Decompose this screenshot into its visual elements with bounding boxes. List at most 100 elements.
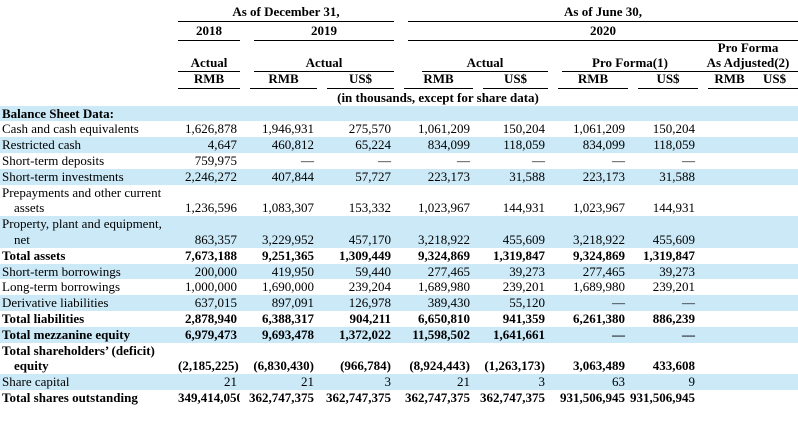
cell-value — [751, 311, 798, 327]
table-row: Total mezzanine equity 6,979,473 9,693,478… — [0, 326, 798, 343]
cell-value: 6,261,380 — [573, 311, 625, 326]
cell-value — [240, 106, 317, 122]
row-label: Cash and cash equivalents — [2, 121, 139, 137]
table-row: Short-term deposits 759,975 — — — — — — — [0, 153, 798, 169]
col-2019-rmb: RMB — [240, 72, 317, 89]
cell-value — [698, 121, 751, 137]
cell-value: 1,689,980 — [418, 279, 470, 295]
table-row: Total shares outstanding 349,414,050 362,7… — [0, 390, 798, 406]
cell-value: 1,946,931 — [262, 121, 314, 137]
header-row-scenario: Actual Actual Actual Pro Forma(1) As Adj… — [0, 56, 798, 73]
cell-value: 55,120 — [509, 295, 545, 311]
header-row-proforma-adj-line1: Pro Forma — [0, 41, 798, 56]
cell-value: — — [612, 153, 625, 169]
col-2018-rmb: RMB — [178, 72, 240, 89]
table-row: Long-term borrowings 1,000,000 1,690,000 23… — [0, 279, 798, 295]
cell-value: 118,059 — [503, 137, 545, 153]
cell-value: 9,693,478 — [262, 326, 314, 342]
cell-value — [698, 327, 751, 343]
table-row: Prepayments and other current assets 1,236… — [0, 185, 798, 217]
cell-value: 57,727 — [355, 168, 391, 184]
col-year-2019: 2019 — [240, 22, 394, 41]
cell-value: 834,099 — [427, 137, 470, 153]
row-label: Prepayments and other current assets — [2, 184, 162, 216]
cell-value: — — [682, 153, 695, 169]
cell-value — [394, 106, 473, 122]
cell-value: 3,229,952 — [262, 232, 314, 248]
header-spacer — [0, 72, 178, 89]
currency-label: RMB — [708, 72, 751, 89]
row-label: Total shares outstanding — [2, 389, 138, 405]
cell-value: 457,170 — [348, 232, 391, 248]
col-actual-2018-label: Actual — [178, 56, 240, 73]
row-label: Derivative liabilities — [2, 295, 109, 311]
cell-value — [751, 137, 798, 153]
cell-value: 1,023,967 — [418, 200, 470, 216]
currency-label: RMB — [558, 72, 628, 89]
cell-value: 1,236,596 — [185, 200, 237, 216]
cell-value: 455,609 — [652, 232, 695, 248]
cell-value: 637,015 — [194, 295, 237, 311]
cell-value: 3 — [384, 374, 392, 390]
cell-value — [751, 264, 798, 280]
cell-value: 9,324,869 — [418, 247, 470, 263]
cell-value: 31,588 — [509, 168, 545, 184]
cell-value: 1,309,449 — [339, 247, 391, 263]
cell-value: 126,978 — [348, 295, 391, 311]
col-proforma-adj-rmb: RMB — [698, 72, 751, 89]
cell-value: 65,224 — [355, 137, 391, 153]
col-proforma-adjusted-line1-label: Pro Forma — [717, 41, 779, 55]
cell-value: 7,673,188 — [185, 247, 237, 263]
cell-value: 1,689,980 — [573, 279, 625, 295]
col-actual-2020: Actual — [394, 56, 548, 73]
cell-value — [698, 295, 751, 311]
cell-value: 144,931 — [652, 200, 695, 216]
cell-value: 239,201 — [502, 279, 545, 295]
cell-value: 941,359 — [502, 311, 545, 326]
cell-value — [751, 121, 798, 137]
cell-value: 4,647 — [207, 137, 237, 153]
cell-value: 239,204 — [348, 279, 391, 295]
cell-value: — — [301, 153, 314, 169]
col-2020-actual-rmb: RMB — [394, 72, 473, 89]
table-row: Short-term borrowings 200,000 419,950 59,44… — [0, 263, 798, 280]
cell-value: 389,430 — [427, 295, 470, 311]
cell-value: 3 — [538, 374, 546, 390]
cell-value: 31,588 — [659, 168, 695, 184]
cell-value: 21 — [301, 374, 314, 390]
cell-value: 2,246,272 — [185, 168, 237, 184]
cell-value: — — [612, 295, 625, 311]
cell-value — [698, 311, 751, 327]
cell-value: 21 — [224, 374, 237, 390]
cell-value: 904,211 — [349, 311, 391, 326]
row-label: Short-term deposits — [2, 153, 105, 169]
cell-value: 3,218,922 — [418, 232, 470, 248]
cell-value — [473, 106, 548, 122]
table-body: Balance Sheet Data: Cash and cash equival… — [0, 105, 798, 406]
row-label: Balance Sheet Data: — [2, 105, 114, 121]
cell-value: 759,975 — [194, 153, 237, 169]
header-spacer — [0, 0, 178, 22]
cell-value: 455,609 — [502, 232, 545, 248]
cell-value — [628, 106, 698, 122]
cell-value — [698, 248, 751, 264]
cell-value: 150,204 — [652, 121, 695, 137]
row-label: Total shareholders’ (deficit) equity — [2, 342, 155, 374]
row-label: Total liabilities — [2, 311, 85, 326]
cell-value: (1,263,173) — [484, 358, 545, 374]
col-actual-2018: Actual — [178, 56, 240, 73]
cell-value — [698, 169, 751, 185]
cell-value: 277,465 — [582, 263, 625, 279]
cell-value: 931,506,945 — [560, 389, 625, 405]
col-actual-2019: Actual — [240, 56, 394, 73]
cell-value — [751, 169, 798, 185]
currency-label: RMB — [404, 72, 473, 89]
cell-value — [751, 327, 798, 343]
cell-value — [698, 106, 751, 122]
cell-value: 9 — [688, 374, 696, 390]
table-row: Derivative liabilities 637,015 897,091 126,… — [0, 295, 798, 311]
currency-label: RMB — [250, 72, 317, 89]
balance-sheet-table: As of December 31, As of June 30, 2018 2… — [0, 0, 798, 406]
table-row: Balance Sheet Data: — [0, 105, 798, 122]
cell-value: 349,414,050 — [178, 389, 240, 405]
